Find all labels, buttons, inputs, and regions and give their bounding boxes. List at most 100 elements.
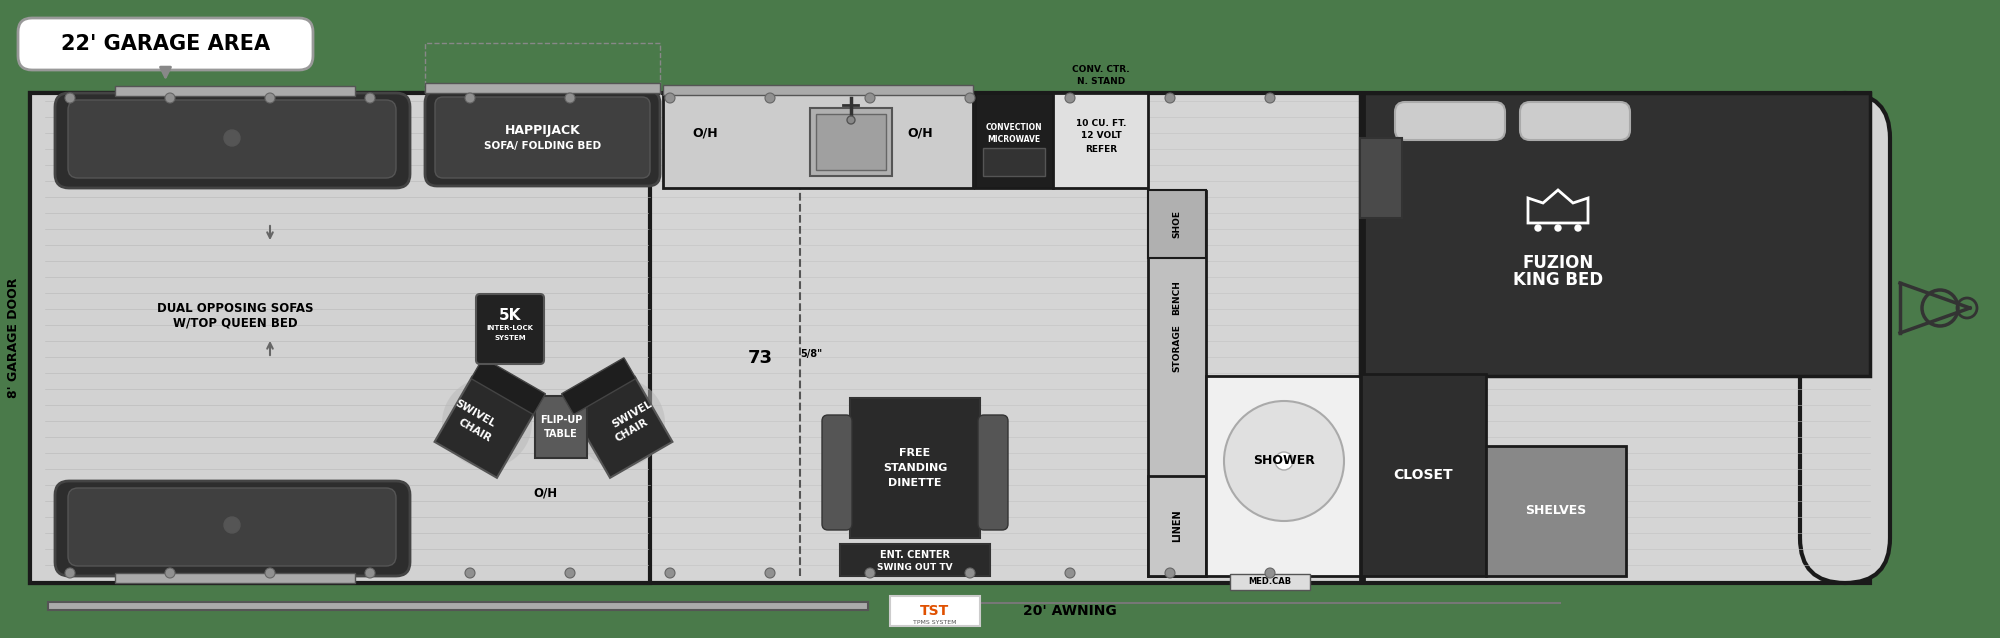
Circle shape [1064, 568, 1076, 578]
Circle shape [164, 568, 176, 578]
Circle shape [664, 93, 676, 103]
Text: KING BED: KING BED [1512, 271, 1604, 289]
Bar [30, 93, 650, 583]
Bar [1052, 93, 1148, 188]
Text: SHOWER: SHOWER [1254, 454, 1314, 468]
Bar [116, 573, 356, 583]
FancyBboxPatch shape [424, 91, 660, 186]
Text: TST: TST [920, 604, 950, 618]
Polygon shape [472, 358, 546, 415]
Text: SWING OUT TV: SWING OUT TV [878, 563, 952, 572]
Circle shape [224, 517, 240, 533]
FancyBboxPatch shape [68, 488, 396, 566]
Text: STANDING: STANDING [882, 463, 948, 473]
Text: 10 CU. FT.: 10 CU. FT. [1076, 119, 1126, 128]
FancyBboxPatch shape [68, 100, 396, 178]
Circle shape [364, 568, 376, 578]
Circle shape [864, 93, 876, 103]
Text: O/H: O/H [908, 126, 932, 140]
Circle shape [264, 93, 276, 103]
Circle shape [1536, 225, 1540, 231]
Bar [664, 93, 972, 188]
Circle shape [1576, 225, 1580, 231]
Text: SWIVEL: SWIVEL [454, 399, 496, 429]
Circle shape [1276, 452, 1292, 470]
Text: SOFA/ FOLDING BED: SOFA/ FOLDING BED [484, 140, 602, 151]
Text: N. STAND: N. STAND [1076, 77, 1126, 87]
FancyBboxPatch shape [1800, 93, 1890, 583]
Text: CONVECTION: CONVECTION [986, 124, 1042, 133]
Bar [1148, 476, 1206, 576]
Circle shape [464, 93, 476, 103]
Circle shape [664, 568, 676, 578]
Circle shape [566, 568, 576, 578]
Text: DUAL OPPOSING SOFAS: DUAL OPPOSING SOFAS [156, 302, 314, 315]
FancyBboxPatch shape [18, 18, 312, 70]
Text: 73: 73 [748, 349, 772, 367]
Bar [664, 85, 972, 95]
Text: FREE: FREE [900, 448, 930, 458]
Bar [30, 93, 1870, 583]
Text: MICROWAVE: MICROWAVE [988, 135, 1040, 144]
Bar [1486, 446, 1626, 576]
Text: 20' AWNING: 20' AWNING [1024, 604, 1116, 618]
Bar [1360, 138, 1402, 218]
Bar [424, 83, 660, 93]
Text: STORAGE: STORAGE [1172, 324, 1182, 372]
Text: CONV. CTR.: CONV. CTR. [1072, 66, 1130, 75]
Text: ENT. CENTER: ENT. CENTER [880, 550, 950, 560]
Circle shape [164, 93, 176, 103]
Circle shape [64, 93, 76, 103]
Bar [816, 114, 886, 170]
FancyBboxPatch shape [1396, 102, 1506, 140]
Circle shape [364, 93, 376, 103]
FancyBboxPatch shape [1520, 102, 1630, 140]
FancyBboxPatch shape [822, 415, 852, 530]
Text: DINETTE: DINETTE [888, 478, 942, 488]
Bar [850, 398, 980, 538]
Circle shape [964, 568, 976, 578]
Text: SHOE: SHOE [1172, 210, 1182, 238]
Text: W/TOP QUEEN BED: W/TOP QUEEN BED [172, 316, 298, 329]
Text: FLIP-UP: FLIP-UP [540, 415, 582, 425]
Circle shape [442, 378, 532, 468]
FancyBboxPatch shape [476, 294, 544, 364]
Text: FUZION: FUZION [1522, 254, 1594, 272]
Text: CLOSET: CLOSET [1394, 468, 1452, 482]
Text: LINEN: LINEN [1172, 510, 1182, 542]
FancyBboxPatch shape [436, 97, 650, 178]
Text: 5/8": 5/8" [800, 349, 822, 359]
Text: O/H: O/H [532, 487, 558, 500]
Text: CHAIR: CHAIR [614, 417, 650, 443]
Text: TABLE: TABLE [544, 429, 578, 439]
Bar [1148, 191, 1206, 576]
Bar [1148, 190, 1206, 258]
Circle shape [864, 568, 876, 578]
Circle shape [1164, 568, 1176, 578]
Circle shape [1266, 93, 1276, 103]
Text: BENCH: BENCH [1172, 281, 1182, 315]
Text: TPMS SYSTEM: TPMS SYSTEM [914, 619, 956, 625]
Bar [1360, 93, 1364, 583]
Text: 5K: 5K [498, 309, 522, 323]
Circle shape [224, 130, 240, 146]
Circle shape [1064, 93, 1076, 103]
Bar [536, 396, 588, 458]
Text: INTER-LOCK: INTER-LOCK [486, 325, 534, 331]
Circle shape [1164, 93, 1176, 103]
Circle shape [464, 568, 476, 578]
Text: O/H: O/H [692, 126, 718, 140]
Circle shape [1556, 225, 1560, 231]
Text: HAPPIJACK: HAPPIJACK [504, 124, 580, 137]
Bar [810, 108, 892, 176]
Bar [840, 544, 990, 576]
Circle shape [848, 116, 856, 124]
Bar [890, 596, 980, 626]
Text: SWIVEL: SWIVEL [610, 399, 654, 429]
Text: SYSTEM: SYSTEM [494, 335, 526, 341]
Bar [424, 43, 660, 95]
Text: 8' GARAGE DOOR: 8' GARAGE DOOR [8, 278, 20, 398]
Bar [976, 93, 1052, 188]
Bar [116, 86, 356, 96]
Bar [48, 602, 868, 610]
